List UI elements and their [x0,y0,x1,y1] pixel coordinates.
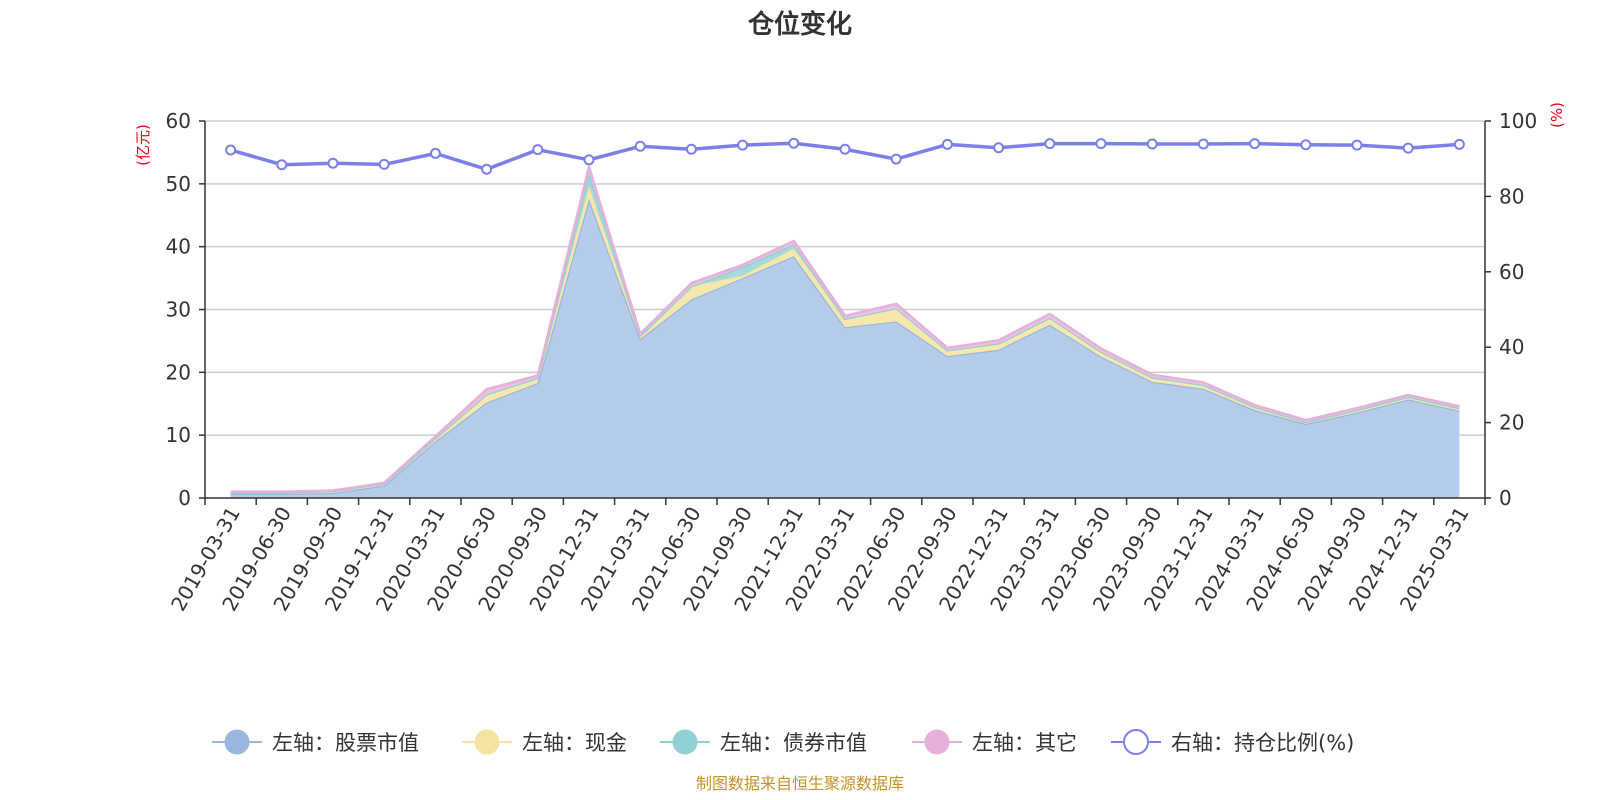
right-axis-tick-label: 40 [1499,335,1524,359]
right-axis-tick-label: 0 [1499,486,1512,510]
ratio-point [1351,139,1363,151]
ratio-point [1453,138,1465,150]
legend-item-4: 右轴：持仓比例(%) [1111,729,1354,755]
legend-item-3: 左轴：其它 [912,729,1077,755]
ratio-point [839,143,851,155]
left-axis-tick-label: 60 [166,109,191,133]
ratio-point [1197,138,1209,150]
ratio-point [1146,138,1158,150]
right-axis-tick-label: 100 [1499,109,1537,133]
left-axis-tick-label: 40 [166,235,191,259]
ratio-point [941,138,953,150]
ratio-point [532,144,544,156]
legend-marker-icon [474,729,500,755]
stacked-areas [230,165,1460,498]
legend-item-1: 左轴：现金 [462,729,627,755]
ratio-point [225,144,237,156]
ratio-point [1095,138,1107,150]
left-axis-tick-label: 50 [166,172,191,196]
ratio-point [429,147,441,159]
ratio-point [993,142,1005,154]
ratio-point [327,157,339,169]
legend-label: 左轴：其它 [972,731,1077,755]
legend-marker-icon [224,729,250,755]
legend-item-0: 左轴：股票市值 [212,729,419,755]
area-series-line-3 [230,165,1460,493]
left-axis-unit: (亿元) [134,124,152,166]
ratio-point [685,143,697,155]
legend-label: 左轴：债券市值 [720,731,867,755]
left-axis-tick-label: 0 [178,486,191,510]
ratio-point [1300,139,1312,151]
area-series-0 [230,198,1460,498]
legend-marker-icon [1123,729,1149,755]
right-axis-tick-label: 60 [1499,260,1524,284]
legend-item-2: 左轴：债券市值 [660,729,867,755]
legend-marker-icon [924,729,950,755]
source-note: 制图数据来自恒生聚源数据库 [696,774,904,793]
left-axis-tick-label: 30 [166,298,191,322]
ratio-line-series [225,137,1465,175]
ratio-point [1249,138,1261,150]
ratio-point [583,154,595,166]
left-axis-tick-label: 20 [166,360,191,384]
right-axis-unit: (%) [1548,102,1566,128]
left-axis-tick-label: 10 [166,423,191,447]
ratio-point [481,163,493,175]
ratio-point [634,140,646,152]
legend-marker-icon [672,729,698,755]
chart-title: 仓位变化 [747,9,852,40]
ratio-point [737,139,749,151]
ratio-point [1402,142,1414,154]
ratio-point [378,158,390,170]
ratio-point [1044,138,1056,150]
legend-label: 左轴：股票市值 [272,731,419,755]
legend: 左轴：股票市值 左轴：现金 左轴：债券市值 左轴：其它 右轴：持仓比例(%) [212,729,1354,755]
legend-label: 右轴：持仓比例(%) [1171,731,1354,755]
legend-label: 左轴：现金 [522,731,627,755]
ratio-point [276,159,288,171]
right-axis-tick-label: 20 [1499,411,1524,435]
ratio-point [788,137,800,149]
ratio-point [890,153,902,165]
right-axis-tick-label: 80 [1499,184,1524,208]
